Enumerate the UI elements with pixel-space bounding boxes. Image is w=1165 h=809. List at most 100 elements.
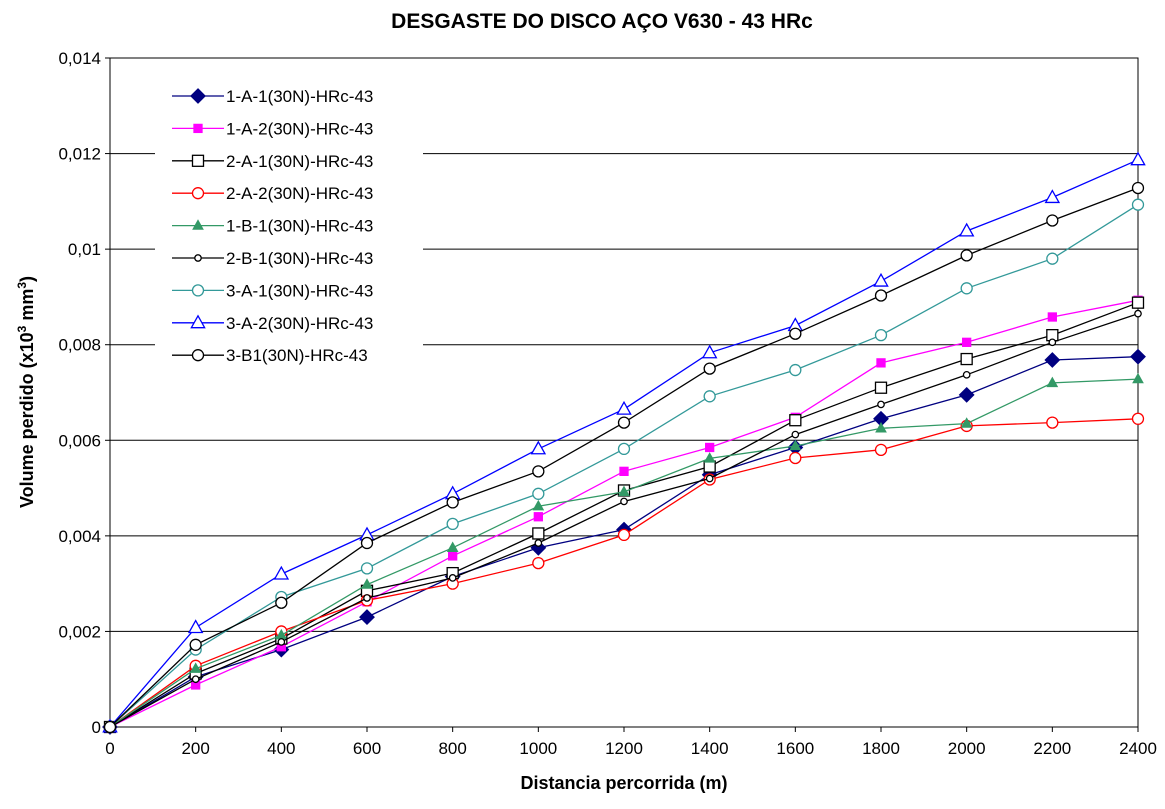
- y-tick-label-1: 0,002: [58, 622, 101, 641]
- series-5-point-1: [191, 675, 200, 684]
- x-tick-label-10: 2000: [948, 739, 986, 758]
- y-tick-label-2: 0,004: [58, 527, 101, 546]
- series-5-point-12: [1134, 309, 1142, 318]
- series-5-point-10: [962, 370, 971, 379]
- series-5-point-3: [363, 594, 371, 602]
- x-tick-label-6: 1200: [605, 739, 643, 758]
- x-tick-label-0: 0: [105, 739, 114, 758]
- series-4-point-6: [618, 485, 630, 497]
- series-5-point-6: [620, 497, 628, 506]
- series-4-point-3: [361, 578, 373, 589]
- series-6-point-7: [703, 390, 716, 403]
- series-3-point-6: [617, 528, 631, 542]
- series-5-point-9: [877, 400, 885, 409]
- series-8-point-6: [617, 416, 631, 429]
- series-8-point-0: [103, 720, 117, 734]
- series-1-point-4: [448, 551, 458, 561]
- series-7-point-10: [958, 222, 975, 237]
- x-tick-label-8: 1600: [776, 739, 814, 758]
- series-7-point-12: [1130, 151, 1146, 166]
- legend: 1-A-1(30N)-HRc-43 1-A-2(30N)-HRc-43 2-A-1(…: [155, 80, 423, 370]
- legend-marker-1: [193, 123, 203, 134]
- series-1-point-5: [533, 512, 543, 522]
- series-8: [103, 181, 1145, 734]
- y-tick-label-6: 0,012: [58, 145, 101, 164]
- series-8-point-12: [1131, 181, 1145, 195]
- legend-label-6: 3-A-1(30N)-HRc-43: [226, 281, 373, 300]
- x-tick-label-4: 800: [438, 739, 466, 758]
- series-5-line: [109, 313, 1139, 728]
- series-4-point-4: [446, 541, 459, 552]
- legend-marker-7: [190, 314, 206, 329]
- series-1-point-10: [962, 337, 972, 347]
- series-2-point-9: [874, 381, 888, 394]
- legend-item-0: 1-A-1(30N)-HRc-43: [172, 87, 373, 106]
- y-axis-title-suffix: ): [17, 276, 37, 282]
- series-7-point-5: [530, 440, 547, 455]
- series-2-point-5: [532, 527, 545, 540]
- legend-item-5: 2-B-1(30N)-HRc-43: [172, 249, 373, 268]
- y-axis-title-sup2: 3: [15, 282, 29, 289]
- legend-marker-0: [190, 88, 206, 104]
- legend-marker-3: [191, 187, 205, 200]
- y-tick-label-3: 0,006: [58, 431, 101, 450]
- series-4: [104, 372, 1144, 732]
- series-1-point-11: [1047, 312, 1057, 322]
- legend-marker-2: [191, 154, 205, 167]
- series-7-point-1: [187, 619, 204, 634]
- legend-item-4: 1-B-1(30N)-HRc-43: [172, 217, 373, 236]
- series-3-point-8: [789, 451, 802, 465]
- series-3-point-5: [532, 556, 545, 570]
- series-lines: [102, 151, 1146, 735]
- y-axis-title: Volume perdido (x103 mm3): [15, 276, 37, 508]
- legend-label-2: 2-A-1(30N)-HRc-43: [226, 152, 373, 171]
- series-1-point-6: [619, 466, 629, 476]
- legend-item-1: 1-A-2(30N)-HRc-43: [172, 119, 373, 138]
- y-axis-title-sup1: 3: [15, 325, 29, 332]
- series-5: [106, 309, 1142, 731]
- series-5-point-8: [791, 430, 800, 439]
- legend-item-7: 3-A-2(30N)-HRc-43: [172, 314, 373, 333]
- series-4-point-5: [532, 499, 545, 511]
- series-8-point-5: [532, 465, 545, 478]
- series-4-point-11: [1046, 376, 1059, 388]
- series-8-point-3: [360, 536, 374, 550]
- series-8-point-8: [789, 327, 802, 340]
- y-axis-title-prefix: Volume perdido (x10: [17, 332, 37, 508]
- legend-marker-8: [191, 349, 205, 362]
- series-4-line: [109, 378, 1139, 728]
- series-6-point-12: [1131, 198, 1145, 211]
- series-3-line: [109, 418, 1139, 728]
- series-7-point-7: [701, 344, 718, 359]
- series-5-point-11: [1048, 338, 1057, 347]
- series-4-point-8: [789, 439, 802, 451]
- series-8-point-1: [189, 638, 202, 651]
- y-tick-label-7: 0,014: [58, 49, 101, 68]
- series-6-point-10: [960, 282, 973, 295]
- series-3: [103, 412, 1145, 734]
- series-4-point-1: [189, 662, 202, 673]
- y-tick-label-0: 0: [92, 718, 101, 737]
- chart-title: DESGASTE DO DISCO AÇO V630 - 43 HRc: [391, 10, 813, 33]
- series-6-point-9: [874, 329, 888, 342]
- y-tick-label-5: 0,01: [68, 240, 101, 259]
- y-axis-title-mid: mm: [17, 289, 37, 326]
- x-tick-label-11: 2200: [1033, 739, 1071, 758]
- x-tick-label-5: 1000: [519, 739, 557, 758]
- series-3-point-11: [1046, 416, 1059, 429]
- legend-label-7: 3-A-2(30N)-HRc-43: [226, 314, 373, 333]
- series-7-point-6: [616, 400, 632, 415]
- series-8-point-4: [446, 496, 459, 509]
- series-2-point-8: [789, 414, 802, 427]
- x-tick-label-2: 400: [267, 739, 295, 758]
- series-2-point-12: [1131, 296, 1145, 309]
- series-6-point-6: [617, 442, 631, 456]
- series-2-point-10: [960, 352, 973, 366]
- series-7: [102, 151, 1146, 733]
- legend-marker-5: [194, 254, 202, 262]
- legend-label-4: 1-B-1(30N)-HRc-43: [226, 217, 373, 236]
- series-8-point-10: [960, 249, 973, 262]
- series-3-point-12: [1131, 412, 1145, 425]
- legend-label-3: 2-A-2(30N)-HRc-43: [226, 184, 373, 203]
- series-7-point-11: [1044, 189, 1061, 204]
